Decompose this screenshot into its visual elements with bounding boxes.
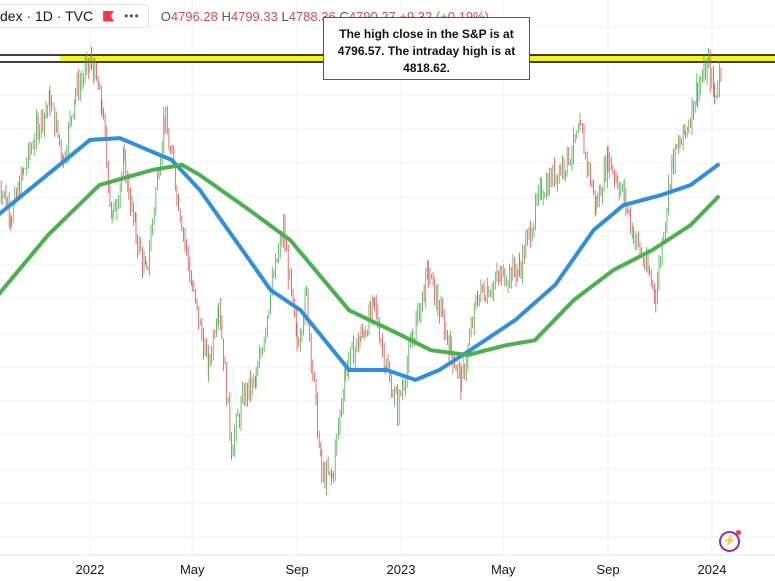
notification-dot (736, 530, 741, 535)
symbol-legend: dex · 1D · TVC ••• O4796.28 H4799.33 L47… (0, 3, 489, 29)
close-label: C (339, 8, 349, 24)
x-axis-label: 2022 (75, 562, 105, 577)
high-value: 4799.33 (230, 8, 278, 24)
x-axis-label: May (179, 562, 205, 577)
more-dots-icon[interactable]: ••• (124, 9, 140, 23)
open-label: O (160, 8, 171, 24)
red-flag-icon[interactable] (103, 10, 115, 22)
lightning-icon[interactable]: ⚡ (719, 530, 741, 552)
open-value: 4796.28 (170, 8, 218, 24)
x-axis-label: 2024 (697, 562, 727, 577)
x-axis-label: Sep (596, 562, 620, 577)
x-axis-label: Sep (285, 562, 309, 577)
moving-average-slow-line (0, 162, 720, 357)
annotation-box[interactable]: The high close in the S&P is at 4796.57.… (323, 17, 530, 80)
low-label: L (281, 8, 289, 24)
moving-average-fast-line (0, 136, 720, 382)
x-axis-label: 2023 (386, 562, 416, 577)
high-label: H (221, 8, 231, 24)
x-axis-label: May (490, 562, 516, 577)
symbol-info[interactable]: dex · 1D · TVC ••• (0, 4, 149, 28)
symbol-title: dex · 1D · TVC (0, 8, 94, 24)
